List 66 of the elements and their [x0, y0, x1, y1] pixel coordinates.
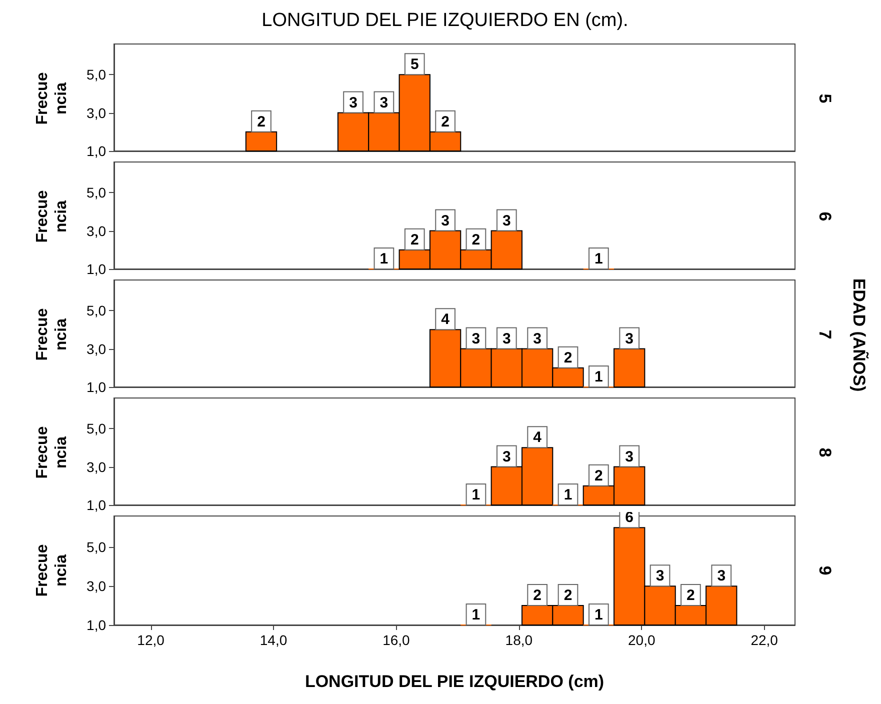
y-tick-label: 3,0	[86, 222, 106, 239]
data-label: 1	[594, 606, 603, 624]
data-label: 5	[410, 56, 419, 74]
data-label: 1	[594, 250, 603, 268]
data-label: 3	[625, 330, 634, 348]
data-label: 1	[594, 368, 603, 386]
y-tick-label: 5,0	[86, 539, 106, 556]
y-tick-label: 1,0	[86, 497, 106, 513]
data-label: 2	[564, 587, 572, 604]
data-label: 3	[533, 330, 542, 348]
y-axis-title: Frecuencia	[34, 72, 70, 125]
y-tick-label: 1,0	[86, 617, 106, 633]
data-label: 3	[625, 448, 634, 466]
y-axis-title: Frecuencia	[34, 426, 70, 479]
y-tick-label: 1,0	[86, 261, 106, 277]
y-tick-label: 5,0	[86, 302, 106, 319]
y-tick-label: 5,0	[86, 420, 106, 437]
y-tick-label: 3,0	[86, 578, 106, 594]
data-label: 3	[441, 212, 450, 230]
data-label: 1	[380, 250, 388, 268]
data-label: 3	[502, 448, 511, 466]
data-label: 2	[441, 113, 450, 130]
x-tick-label: 18,0	[505, 632, 533, 648]
y-tick-label: 3,0	[86, 458, 106, 475]
data-label: 3	[656, 568, 664, 585]
data-label: 2	[257, 113, 266, 130]
data-label: 3	[380, 94, 388, 112]
data-label: 2	[686, 587, 695, 604]
data-label: 1	[472, 486, 480, 504]
y-tick-label: 3,0	[86, 104, 106, 121]
chart-title: LONGITUD DEL PIE IZQUIERDO EN (cm).	[262, 10, 628, 31]
x-tick-label: 14,0	[260, 632, 288, 648]
data-label: 1	[564, 486, 572, 504]
x-tick-label: 12,0	[137, 632, 165, 648]
y-axis-title: Frecuencia	[34, 544, 70, 597]
y2-axis-title: 9	[816, 566, 834, 576]
x-tick-label: 22,0	[750, 632, 778, 648]
y-axis-title: Frecuencia	[34, 308, 70, 361]
data-label: 3	[349, 94, 358, 112]
data-label: 2	[564, 349, 572, 366]
data-label: 6	[625, 509, 634, 526]
x-tick-label: 20,0	[628, 632, 656, 648]
x-axis-title: LONGITUD DEL PIE IZQUIERDO (cm)	[304, 672, 604, 691]
y-tick-label: 3,0	[86, 340, 106, 357]
y-tick-label: 1,0	[86, 143, 106, 159]
data-label: 3	[717, 568, 726, 585]
y-axis-title: Frecuencia	[34, 190, 70, 243]
y-tick-label: 5,0	[86, 184, 106, 201]
y2-axis-title: 6	[816, 212, 834, 222]
y2-axis-title: 7	[816, 330, 834, 340]
data-label: 1	[472, 606, 480, 624]
y-tick-label: 5,0	[86, 66, 106, 83]
y2-axis-title: 5	[816, 94, 834, 104]
data-label: 3	[472, 330, 480, 348]
data-label: 4	[533, 429, 542, 446]
data-label: 3	[502, 330, 511, 348]
text: EDAD (AÑOS)	[848, 278, 868, 392]
data-label: 3	[502, 212, 511, 230]
data-label: 2	[472, 231, 480, 248]
data-label: 2	[594, 467, 603, 484]
data-label: 4	[441, 311, 450, 328]
data-label: 2	[533, 587, 542, 604]
y-tick-label: 1,0	[86, 379, 106, 395]
x-tick-label: 16,0	[382, 632, 410, 648]
y2-axis-title: 8	[816, 448, 834, 458]
data-label: 2	[410, 231, 419, 248]
